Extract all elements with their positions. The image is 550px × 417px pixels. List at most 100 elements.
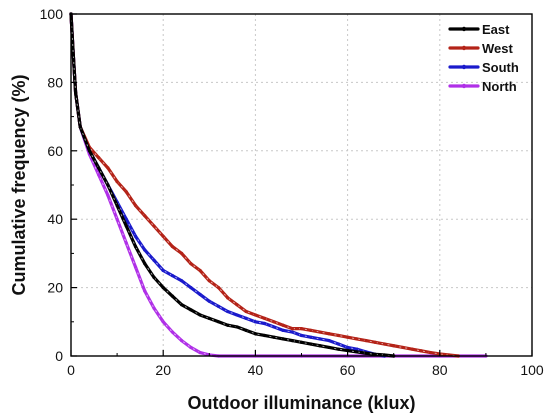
data-point-south [226,309,230,314]
data-point-north [198,350,202,355]
data-point-east [272,335,276,339]
data-point-south [198,292,202,297]
data-point-east [336,347,340,351]
data-point-east [115,203,119,208]
data-point-east [318,344,322,348]
data-point-west [309,328,313,332]
data-point-west [327,332,331,336]
data-point-south [272,325,276,329]
data-point-west [401,345,405,350]
y-tick-label: 40 [47,211,63,227]
data-point-west [318,330,322,334]
data-point-south [346,345,350,350]
data-point-north [97,173,101,177]
data-point-east [216,320,221,324]
data-point-east [143,262,147,266]
data-point-east [235,325,239,329]
data-point-east [299,340,304,344]
data-point-west [272,320,276,324]
legend: East West South North [448,22,519,94]
data-point-south [124,217,128,221]
y-tick-label: 20 [47,280,63,296]
data-point-east [74,91,78,95]
x-tick-label: 40 [248,362,264,378]
data-point-south [327,339,331,343]
data-point-east [327,345,331,350]
data-point-east [253,332,257,336]
data-point-west [161,234,165,238]
data-point-south [143,248,147,252]
legend-item-south: South [448,60,519,75]
x-tick-label: 80 [432,362,448,378]
data-point-west [133,203,138,208]
data-point-south [299,333,304,338]
x-tick-label: 60 [340,362,356,378]
data-point-west [170,244,175,249]
data-point-east [355,350,359,354]
data-point-west [253,313,257,317]
data-point-east [263,333,267,338]
y-tick-label: 100 [40,6,64,22]
data-point-west [152,224,156,228]
legend-marker-east [461,26,467,32]
data-point-west [373,340,377,344]
data-point-west [410,347,414,351]
x-ticks: 0 20 40 60 80 100 [67,350,544,378]
data-point-north [170,330,175,334]
data-point-west [263,316,267,320]
data-point-south [133,234,138,238]
data-point-west [180,251,184,255]
data-point-west [97,156,101,160]
data-point-east [106,183,110,187]
data-point-east [87,149,92,153]
data-point-south [216,304,221,309]
x-axis-title: Outdoor illuminance (klux) [187,393,415,413]
data-point-south [336,342,340,346]
data-point-north [161,320,165,324]
data-point-west [346,335,350,339]
data-point-east [161,286,165,290]
data-point-south [355,347,359,351]
data-point-east [290,339,294,343]
data-point-west [290,327,294,331]
data-point-south [235,313,239,317]
data-point-east [170,294,175,298]
legend-marker-south [461,64,467,70]
data-point-west [382,342,387,346]
data-point-west [115,179,119,184]
series-marker-trace-east [70,13,394,357]
data-point-east [207,316,211,320]
data-point-west [198,268,202,273]
data-point-west [419,349,423,353]
data-point-west [235,303,239,307]
y-tick-label: 0 [55,348,63,364]
data-point-west [392,344,396,348]
data-point-east [309,342,313,346]
data-point-north [115,217,119,221]
data-point-east [226,323,230,327]
legend-item-east: East [448,22,510,37]
y-axis-title: Cumulative frequency (%) [9,74,29,295]
data-point-north [133,265,138,269]
legend-item-west: West [448,41,513,56]
data-point-south [180,279,184,283]
data-point-west [216,286,221,290]
data-point-east [189,308,193,312]
grid [71,14,532,356]
data-point-east [78,125,82,129]
data-point-north [124,241,128,245]
data-point-east [71,53,75,57]
data-point-north [180,339,184,343]
data-point-south [263,321,267,326]
y-tick-label: 60 [47,143,63,159]
y-ticks: 0 20 40 60 80 100 [40,6,77,364]
data-point-west [244,309,248,314]
data-point-east [244,328,248,332]
data-point-south [318,337,322,341]
data-point-south [244,316,248,320]
data-point-east [373,352,377,356]
data-point-south [281,328,285,332]
data-point-west [355,337,359,341]
legend-marker-north [461,83,467,89]
